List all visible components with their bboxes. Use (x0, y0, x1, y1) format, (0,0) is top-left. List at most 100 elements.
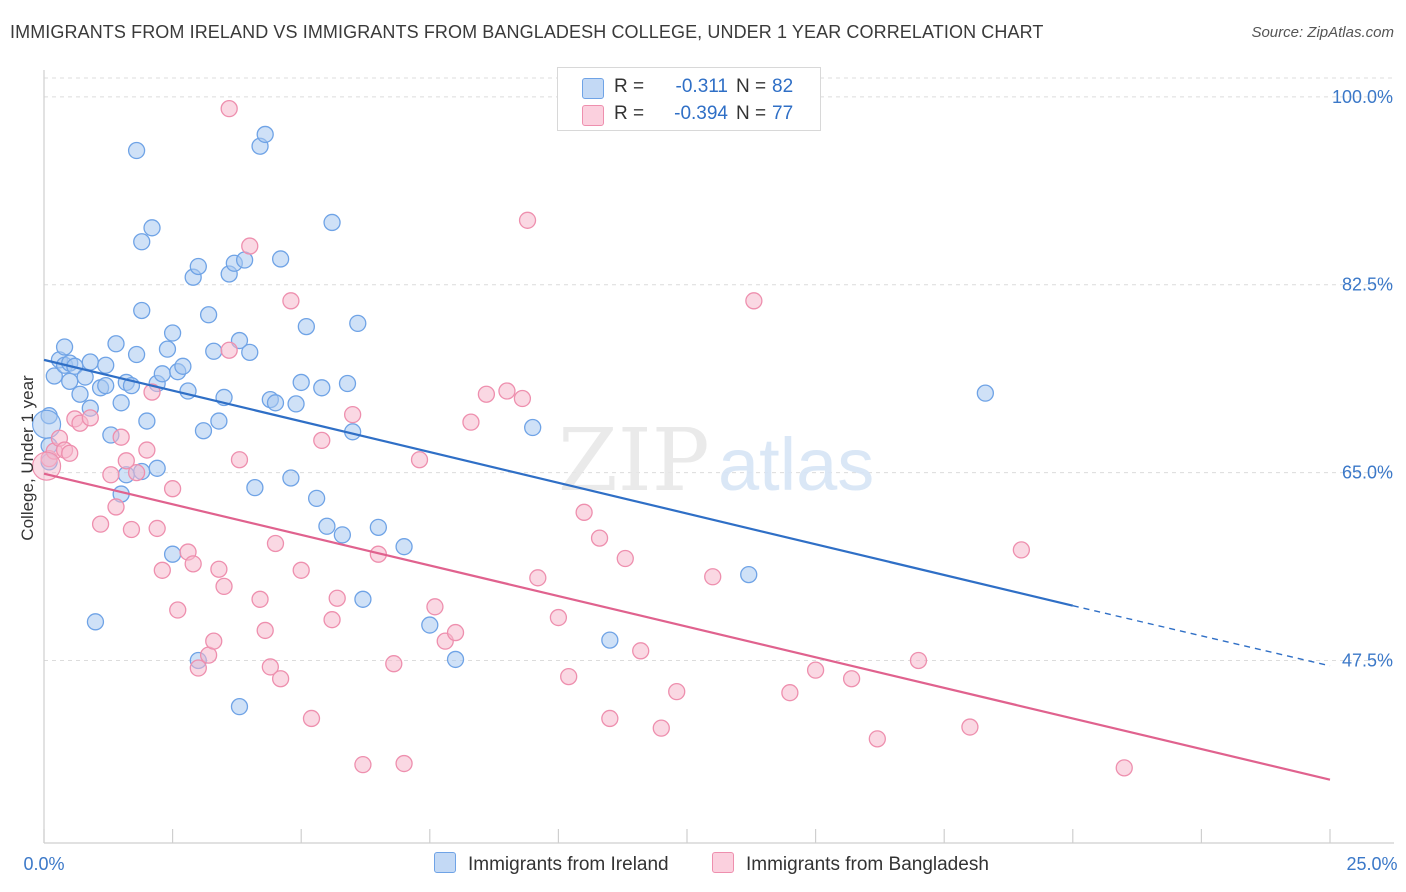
legend-n-value: 77 (772, 103, 794, 124)
bangladesh-point (668, 682, 686, 701)
bangladesh-point (256, 621, 274, 640)
ireland-points (31, 125, 995, 716)
ireland-point (307, 489, 326, 508)
bangladesh-point (328, 589, 346, 607)
legend-r-label: R = (614, 103, 645, 124)
bangladesh-points (31, 100, 1133, 777)
bangladesh-point (266, 534, 285, 553)
ireland-point (199, 306, 218, 324)
ireland-point (338, 374, 357, 393)
bangladesh-point (112, 428, 130, 446)
bangladesh-point (575, 503, 593, 521)
bottom-legend-ireland: Immigrants from Ireland (434, 852, 669, 876)
bangladesh-point (590, 529, 609, 547)
bangladesh-point (462, 413, 480, 431)
legend-n-label: N = (736, 76, 767, 97)
ireland-point (97, 356, 115, 374)
ireland-point (153, 365, 171, 383)
ireland-point (205, 342, 223, 360)
bangladesh-point (220, 100, 238, 118)
ireland-point (163, 324, 182, 342)
bangladesh-point (292, 561, 310, 579)
bangladesh-point (498, 382, 516, 400)
bangladesh-point (745, 292, 763, 310)
ireland-point (61, 372, 79, 390)
ireland-point (71, 385, 89, 403)
bangladesh-point (205, 632, 223, 650)
bottom-legend-swatch-bangladesh (712, 852, 734, 873)
ireland-point (45, 367, 63, 385)
bangladesh-point (138, 441, 156, 459)
ireland-point (524, 418, 542, 437)
bangladesh-point (909, 651, 928, 670)
legend-swatch-bangladesh (582, 105, 604, 126)
bangladesh-point (410, 451, 429, 469)
bangladesh-point (251, 590, 269, 608)
bangladesh-point (842, 670, 861, 688)
ireland-point (369, 518, 388, 537)
ireland-point (421, 616, 439, 634)
ireland-point (143, 219, 161, 237)
bangladesh-point (343, 405, 362, 424)
x-tick-label: 25.0% (1346, 854, 1397, 874)
bangladesh-point (323, 611, 341, 629)
bangladesh-point (91, 515, 110, 533)
bangladesh-point (652, 719, 670, 737)
legend-r-value: -0.311 (675, 76, 728, 97)
bangladesh-trend-line (43, 472, 1331, 781)
chart-source: Source: ZipAtlas.com (1251, 24, 1394, 41)
bangladesh-point (1012, 541, 1031, 559)
bangladesh-point (313, 431, 331, 450)
ireland-point (256, 125, 274, 144)
ireland-point (230, 698, 249, 716)
ireland-point (395, 538, 413, 556)
bangladesh-point (395, 754, 413, 773)
ireland-point (318, 517, 336, 535)
bangladesh-point (426, 598, 444, 616)
ireland-point (133, 233, 151, 251)
bangladesh-point (477, 385, 496, 403)
ireland-point (287, 395, 305, 413)
bangladesh-point (549, 608, 568, 627)
legend-n-value: 82 (772, 76, 794, 97)
bangladesh-point (163, 480, 182, 498)
watermark-atlas: atlas (718, 423, 874, 506)
bangladesh-point (385, 655, 403, 673)
bangladesh-point (241, 237, 259, 255)
bangladesh-point (529, 569, 547, 587)
bangladesh-point (148, 519, 166, 538)
bangladesh-point (215, 577, 233, 596)
y-tick-label: 47.5% (1342, 650, 1393, 670)
bangladesh-point (107, 498, 125, 516)
bangladesh-point (261, 658, 279, 676)
ireland-trend-extension (1072, 605, 1331, 667)
ireland-point (97, 376, 115, 395)
bangladesh-point (616, 549, 634, 568)
bangladesh-point (518, 211, 537, 229)
ireland-point (133, 301, 151, 320)
legend-r-value: -0.394 (674, 103, 728, 124)
y-ticks: 100.0% 82.5% 65.0% 47.5% (1332, 87, 1393, 671)
bangladesh-point (127, 463, 146, 482)
ireland-point (241, 343, 259, 362)
bangladesh-point (601, 709, 619, 728)
ireland-point (127, 345, 146, 364)
ireland-trend-line (43, 358, 1074, 607)
bangladesh-point (271, 670, 290, 688)
bangladesh-point (302, 709, 321, 728)
ireland-point (107, 335, 125, 353)
bangladesh-point (806, 661, 825, 679)
y-tick-label: 82.5% (1342, 275, 1393, 295)
x-ticks (43, 829, 1331, 843)
bangladesh-point (169, 601, 187, 619)
bangladesh-point (81, 409, 99, 427)
bangladesh-point (153, 561, 171, 579)
ireland-point (127, 141, 146, 160)
y-tick-label: 100.0% (1332, 87, 1393, 107)
legend-n-label: N = (736, 103, 767, 124)
legend-swatch-ireland (582, 78, 604, 99)
ireland-point (246, 478, 264, 497)
bangladesh-point (61, 444, 79, 462)
ireland-point (210, 412, 228, 430)
bottom-legend-label-ireland: Immigrants from Ireland (468, 854, 669, 875)
